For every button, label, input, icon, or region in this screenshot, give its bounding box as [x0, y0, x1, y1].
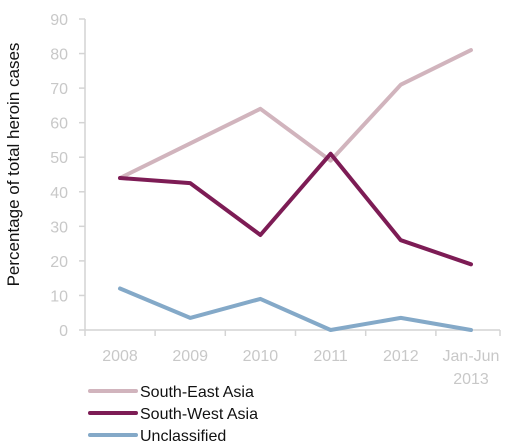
x-tick-label: 2009	[172, 348, 208, 365]
series-line-south-west-asia	[118, 151, 473, 267]
y-tick-label: 50	[50, 150, 68, 167]
y-tick-label: 40	[50, 185, 68, 202]
legend: South-East Asia South-West Asia Unclassifi…	[88, 384, 258, 445]
series-line-unclassified	[118, 286, 473, 332]
legend-label-south-west-asia: South-West Asia	[140, 406, 258, 423]
y-axis-title: Percentage of total heroin cases	[4, 43, 23, 287]
series-line-south-east-asia	[118, 48, 473, 180]
y-tick-label: 80	[50, 47, 68, 64]
x-tick-label: 2010	[243, 348, 279, 365]
y-tick-label: 60	[50, 116, 68, 133]
legend-label-unclassified: Unclassified	[140, 428, 226, 445]
series-lines	[118, 48, 473, 332]
y-tick-label: 0	[59, 323, 68, 340]
x-tick-label: Jan-Jun 2013	[443, 348, 500, 388]
x-axis-ticks: 2008 2009 2010 2011 2012 Jan-Jun 2013	[84, 330, 501, 388]
x-tick-label: 2011	[313, 348, 348, 365]
y-tick-label: 70	[50, 81, 68, 98]
x-tick-label: 2008	[102, 348, 138, 365]
y-tick-label: 90	[50, 12, 68, 29]
y-tick-label: 30	[50, 219, 68, 236]
y-axis-ticks: 0 10 20 30 40 50 60 70 80 90	[50, 12, 85, 340]
legend-label-south-east-asia: South-East Asia	[140, 384, 254, 401]
x-tick-label: 2012	[383, 348, 419, 365]
y-tick-label: 20	[50, 254, 68, 271]
y-tick-label: 10	[50, 288, 68, 305]
